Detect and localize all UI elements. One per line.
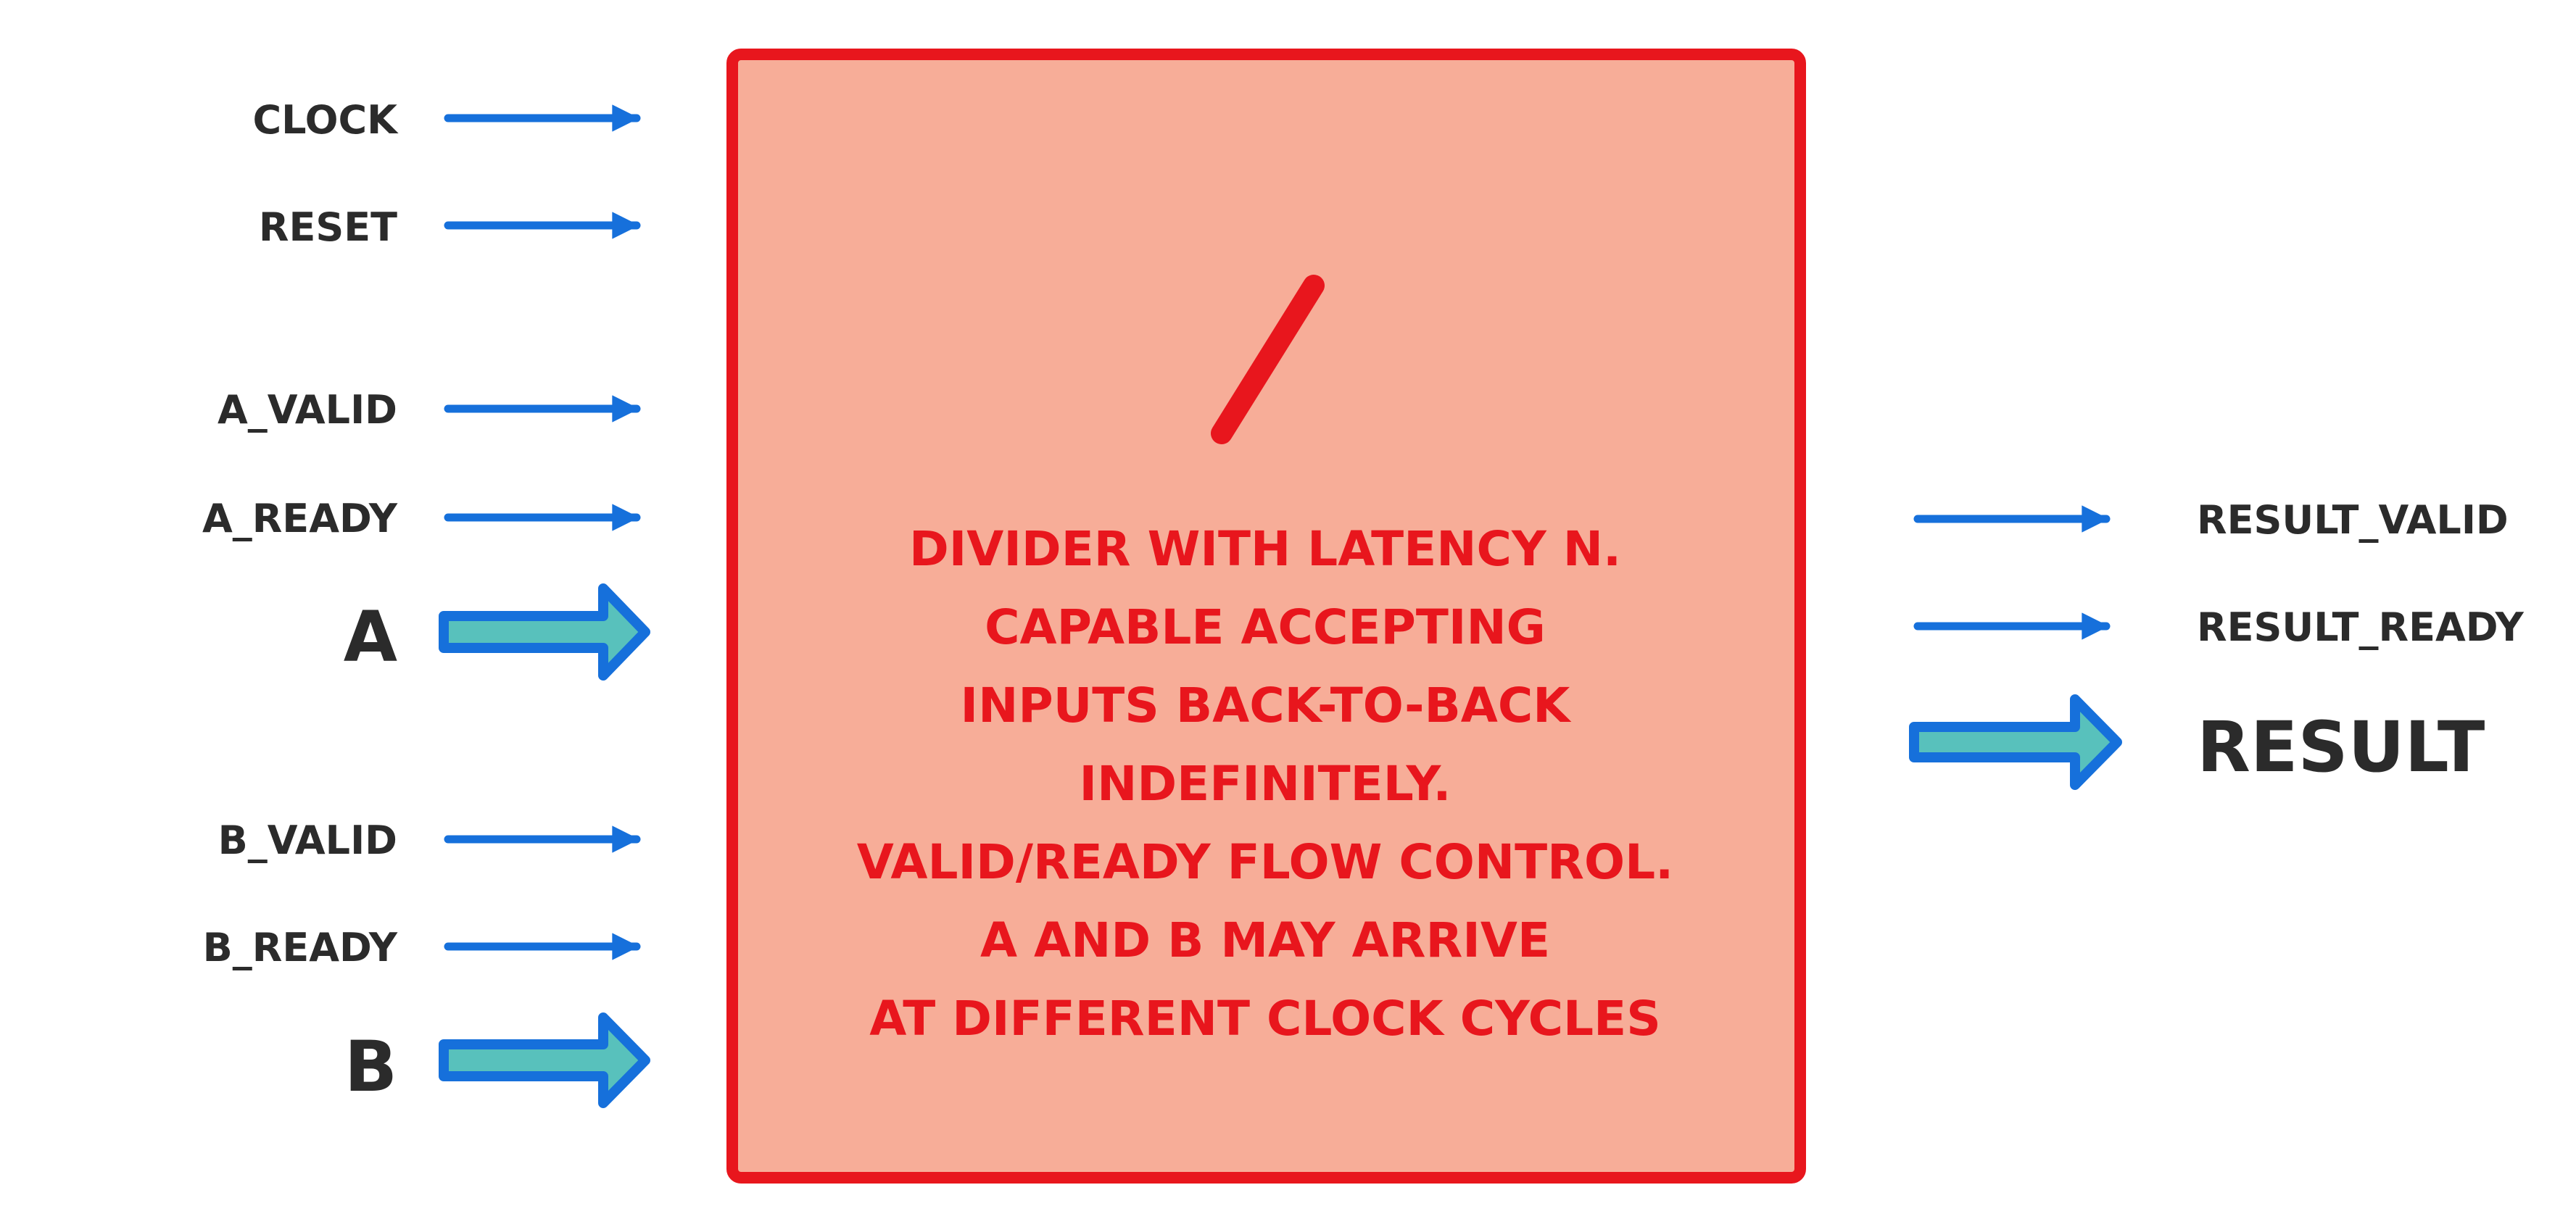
b-bus-arrow <box>439 1012 650 1108</box>
divider-description: DIVIDER WITH LATENCY N. CAPABLE ACCEPTIN… <box>857 521 1673 1047</box>
divider-block <box>726 49 1806 1184</box>
a-valid-label: A_VALID <box>218 387 397 433</box>
result-ready-label: RESULT_READY <box>2197 604 2525 650</box>
description-line: AT DIFFERENT CLOCK CYCLES <box>869 991 1660 1047</box>
divide-symbol <box>1211 275 1325 444</box>
result-bus-arrow <box>1909 694 2122 790</box>
description-line: CAPABLE ACCEPTING <box>985 599 1546 655</box>
clock-label: CLOCK <box>253 97 399 143</box>
result-label: RESULT <box>2197 707 2485 788</box>
a-bus-arrow <box>439 583 650 681</box>
result-valid-label: RESULT_VALID <box>2197 497 2509 543</box>
description-line: INPUTS BACK-TO-BACK <box>961 678 1573 733</box>
reset-label: RESET <box>259 204 397 250</box>
a-ready-label: A_READY <box>202 496 398 541</box>
a-label: A <box>344 596 397 678</box>
b-valid-label: B_VALID <box>218 818 397 863</box>
description-line: DIVIDER WITH LATENCY N. <box>909 521 1621 577</box>
description-line: VALID/READY FLOW CONTROL. <box>857 834 1673 890</box>
description-line: A AND B MAY ARRIVE <box>980 912 1550 968</box>
b-label: B <box>344 1026 397 1107</box>
b-ready-label: B_READY <box>203 925 398 970</box>
description-line: INDEFINITELY. <box>1080 756 1451 812</box>
